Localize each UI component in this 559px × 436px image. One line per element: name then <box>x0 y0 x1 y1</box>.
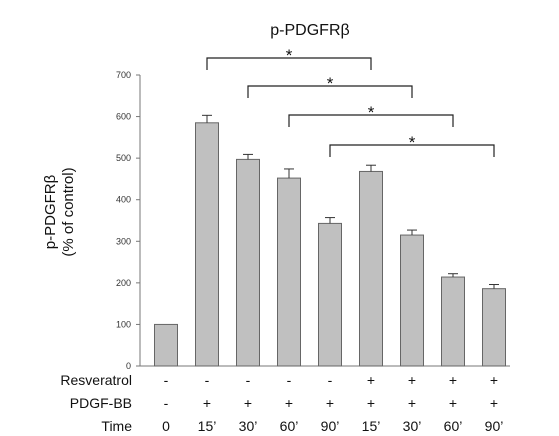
condition-cell: + <box>408 372 416 388</box>
condition-cell: + <box>326 395 334 411</box>
condition-cell: - <box>328 372 333 388</box>
condition-cell: + <box>367 372 375 388</box>
significance-star: * <box>327 74 334 93</box>
significance-brackets: * * * * <box>206 46 495 157</box>
condition-cell: + <box>244 395 252 411</box>
condition-cell: + <box>490 372 498 388</box>
condition-cell: - <box>246 372 251 388</box>
y-axis-label-line-1: p-PDGFRβ <box>42 174 59 249</box>
bar <box>154 323 178 367</box>
significance-bracket <box>288 114 454 127</box>
condition-row-label: Resveratrol <box>60 372 132 388</box>
condition-table: Resveratrol - - - - - + + + + PDGF-BB - + + + + + + + + Time… <box>60 372 503 434</box>
bars <box>154 122 506 367</box>
significance-bracket <box>247 85 413 98</box>
condition-cell: + <box>203 395 211 411</box>
significance-star: * <box>368 103 375 122</box>
y-axis-label-line-2: (% of control) <box>60 167 77 256</box>
condition-cell: 30’ <box>403 418 422 434</box>
condition-cell: - <box>205 372 210 388</box>
y-tick-label: 0 <box>126 361 131 371</box>
condition-cell: - <box>287 372 292 388</box>
condition-cell: - <box>164 372 169 388</box>
y-tick-label: 400 <box>116 195 131 205</box>
bar <box>359 170 383 367</box>
condition-cell: + <box>408 395 416 411</box>
condition-cell: - <box>164 395 169 411</box>
condition-cell: 0 <box>162 418 170 434</box>
bar <box>195 122 219 367</box>
condition-cell: 15’ <box>198 418 217 434</box>
condition-cell: 60’ <box>280 418 299 434</box>
y-tick-label: 100 <box>116 319 131 329</box>
y-tick-label: 700 <box>116 70 131 80</box>
condition-cell: + <box>449 395 457 411</box>
condition-cell: 60’ <box>444 418 463 434</box>
y-tick-label: 600 <box>116 112 131 122</box>
condition-cell: 90’ <box>321 418 340 434</box>
significance-star: * <box>286 46 293 65</box>
error-bars <box>202 114 499 289</box>
bar <box>400 234 424 367</box>
condition-cell: + <box>449 372 457 388</box>
y-tick-label: 200 <box>116 278 131 288</box>
y-tick-label: 500 <box>116 153 131 163</box>
bar <box>441 276 465 367</box>
bar <box>236 158 260 367</box>
significance-bracket <box>206 57 372 70</box>
condition-cell: + <box>490 395 498 411</box>
bar <box>318 222 342 367</box>
y-tick-label: 300 <box>116 236 131 246</box>
condition-cell: 30’ <box>239 418 258 434</box>
condition-cell: 15’ <box>362 418 381 434</box>
significance-bracket <box>329 144 495 157</box>
condition-row-label: Time <box>101 418 132 434</box>
chart-title: p-PDGFRβ <box>270 22 349 39</box>
condition-row-label: PDGF-BB <box>70 395 132 411</box>
condition-cell: + <box>367 395 375 411</box>
y-axis-ticks: 0 100 200 300 400 500 600 700 <box>116 70 140 371</box>
bar <box>482 288 506 367</box>
significance-star: * <box>409 133 416 152</box>
condition-cell: + <box>285 395 293 411</box>
condition-cell: 90’ <box>485 418 504 434</box>
bar <box>277 177 301 367</box>
